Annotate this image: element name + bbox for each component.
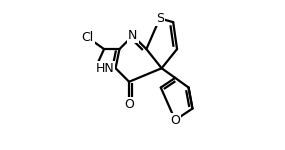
Text: S: S xyxy=(156,12,164,25)
Text: O: O xyxy=(124,98,134,111)
Text: N: N xyxy=(128,29,138,42)
Text: O: O xyxy=(170,114,180,127)
Text: Cl: Cl xyxy=(82,31,94,44)
Text: HN: HN xyxy=(95,62,114,75)
